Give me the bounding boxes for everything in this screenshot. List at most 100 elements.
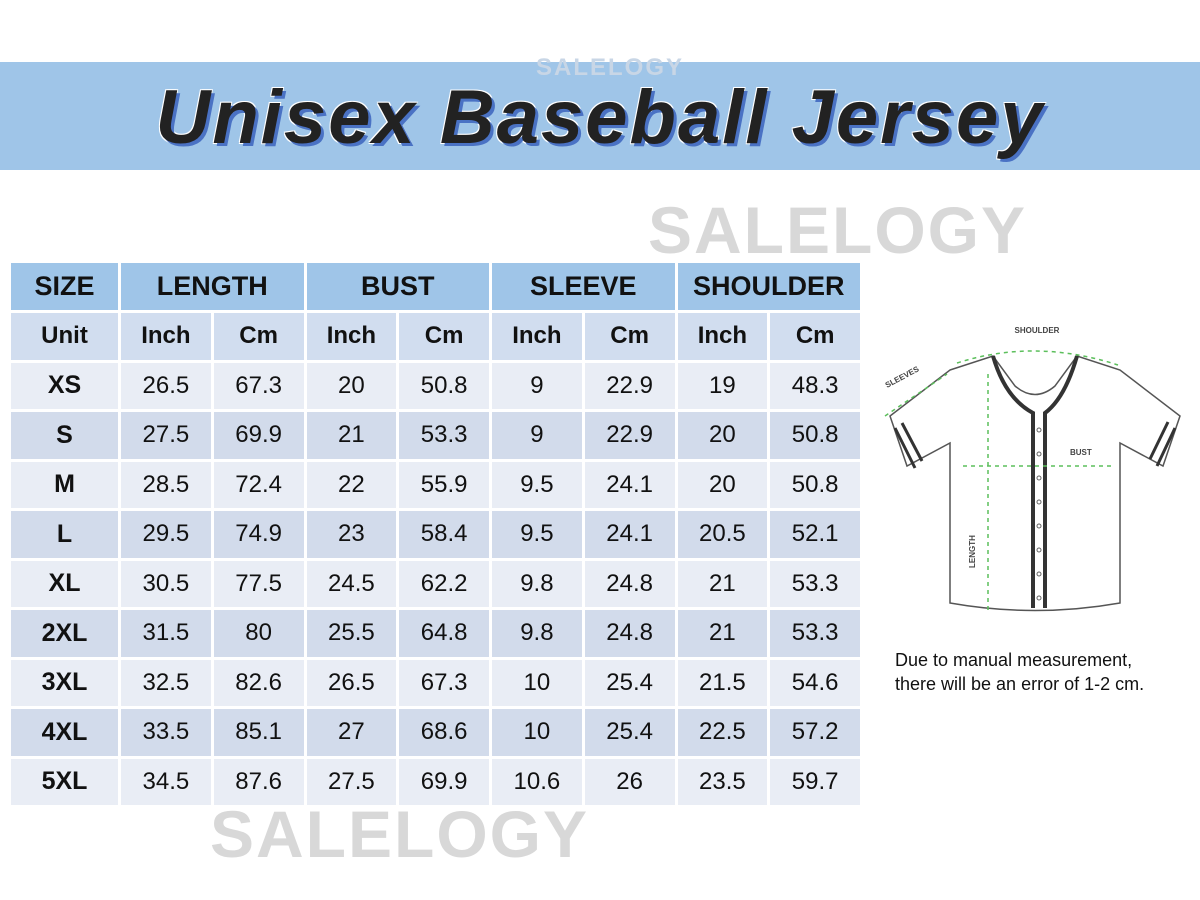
table-row: 3XL 32.5 82.6 26.5 67.3 10 25.4 21.5 54.6 (8, 656, 864, 709)
table-row: XS 26.5 67.3 20 50.8 9 22.9 19 48.3 (8, 359, 864, 412)
note-line-1: Due to manual measurement, (895, 650, 1133, 670)
table-row: S 27.5 69.9 21 53.3 9 22.9 20 50.8 (8, 409, 864, 462)
size-cell: S (8, 409, 121, 462)
value-cell: Inch (674, 310, 771, 363)
value-cell: 50.8 (767, 458, 864, 511)
value-cell: 69.9 (396, 755, 492, 808)
value-cell: 10 (489, 656, 585, 709)
header-sleeve: SLEEVE (489, 260, 678, 313)
value-cell: 53.3 (767, 557, 864, 610)
value-cell: 9 (489, 409, 585, 462)
size-cell: XS (8, 359, 121, 412)
value-cell: 23 (303, 508, 400, 561)
note-line-2: there will be an error of 1-2 cm. (895, 674, 1145, 694)
value-cell: 20.5 (674, 508, 771, 561)
unit-label: Unit (8, 310, 121, 363)
unit-row: Unit Inch Cm Inch Cm Inch Cm Inch Cm (8, 310, 864, 363)
value-cell: 24.8 (581, 557, 678, 610)
value-cell: 53.3 (767, 607, 864, 660)
shoulder-label: SHOULDER (1015, 326, 1060, 335)
value-cell: 85.1 (210, 706, 307, 759)
value-cell: 22.9 (581, 409, 678, 462)
value-cell: 58.4 (396, 508, 492, 561)
value-cell: 25.4 (581, 706, 678, 759)
value-cell: 10 (489, 706, 585, 759)
size-cell: 3XL (8, 656, 121, 709)
value-cell: 54.6 (767, 656, 864, 709)
value-cell: 64.8 (396, 607, 492, 660)
value-cell: 77.5 (210, 557, 307, 610)
measurement-note: Due to manual measurement, there will be… (895, 648, 1144, 696)
value-cell: 50.8 (767, 409, 864, 462)
watermark: SALELOGY (536, 54, 685, 81)
value-cell: Inch (118, 310, 214, 363)
value-cell: 26.5 (118, 359, 214, 412)
value-cell: 9 (489, 359, 585, 412)
size-cell: L (8, 508, 121, 561)
value-cell: 27 (303, 706, 400, 759)
value-cell: 29.5 (118, 508, 214, 561)
size-chart-table: SIZE LENGTH BUST SLEEVE SHOULDER Unit Inc… (8, 260, 864, 808)
value-cell: 30.5 (118, 557, 214, 610)
table-row: 2XL 31.5 80 25.5 64.8 9.8 24.8 21 53.3 (8, 607, 864, 660)
value-cell: Inch (303, 310, 400, 363)
value-cell: 9.8 (489, 607, 585, 660)
table-header-row: SIZE LENGTH BUST SLEEVE SHOULDER (8, 260, 864, 313)
value-cell: 57.2 (767, 706, 864, 759)
value-cell: Cm (210, 310, 307, 363)
value-cell: 19 (674, 359, 771, 412)
value-cell: 82.6 (210, 656, 307, 709)
value-cell: 55.9 (396, 458, 492, 511)
value-cell: 80 (210, 607, 307, 660)
watermark: SALELOGY (648, 193, 1028, 267)
value-cell: 21 (303, 409, 400, 462)
value-cell: 22.5 (674, 706, 771, 759)
value-cell: 24.5 (303, 557, 400, 610)
value-cell: 21 (674, 557, 771, 610)
value-cell: 22.9 (581, 359, 678, 412)
value-cell: 67.3 (210, 359, 307, 412)
value-cell: Inch (489, 310, 585, 363)
value-cell: 27.5 (303, 755, 400, 808)
length-label: LENGTH (968, 535, 977, 568)
value-cell: 20 (674, 409, 771, 462)
jersey-outline (889, 355, 1181, 612)
table-row: 4XL 33.5 85.1 27 68.6 10 25.4 22.5 57.2 (8, 706, 864, 759)
size-cell: 5XL (8, 755, 121, 808)
jersey-diagram: SHOULDER SLEEVES BUST LENGTH (884, 326, 1181, 612)
value-cell: 23.5 (674, 755, 771, 808)
value-cell: 26.5 (303, 656, 400, 709)
value-cell: 27.5 (118, 409, 214, 462)
value-cell: 50.8 (396, 359, 492, 412)
value-cell: 9.5 (489, 508, 585, 561)
value-cell: 9.8 (489, 557, 585, 610)
bust-label: BUST (1070, 448, 1092, 457)
value-cell: 67.3 (396, 656, 492, 709)
value-cell: 59.7 (767, 755, 864, 808)
value-cell: 87.6 (210, 755, 307, 808)
value-cell: 72.4 (210, 458, 307, 511)
value-cell: 10.6 (489, 755, 585, 808)
value-cell: 22 (303, 458, 400, 511)
value-cell: 9.5 (489, 458, 585, 511)
table-row: L 29.5 74.9 23 58.4 9.5 24.1 20.5 52.1 (8, 508, 864, 561)
value-cell: 25.5 (303, 607, 400, 660)
table-row: XL 30.5 77.5 24.5 62.2 9.8 24.8 21 53.3 (8, 557, 864, 610)
value-cell: 53.3 (396, 409, 492, 462)
table-row: 5XL 34.5 87.6 27.5 69.9 10.6 26 23.5 59.7 (8, 755, 864, 808)
size-cell: XL (8, 557, 121, 610)
measure-lines (884, 350, 1119, 610)
value-cell: 21.5 (674, 656, 771, 709)
page-title: Unisex Baseball Jersey (155, 75, 1045, 160)
value-cell: 69.9 (210, 409, 307, 462)
size-cell: 2XL (8, 607, 121, 660)
value-cell: 52.1 (767, 508, 864, 561)
value-cell: 24.1 (581, 508, 678, 561)
sleeves-label: SLEEVES (884, 364, 921, 390)
value-cell: 20 (674, 458, 771, 511)
value-cell: 25.4 (581, 656, 678, 709)
value-cell: 32.5 (118, 656, 214, 709)
value-cell: 21 (674, 607, 771, 660)
watermark: SALELOGY (210, 797, 590, 871)
header-size: SIZE (8, 260, 121, 313)
